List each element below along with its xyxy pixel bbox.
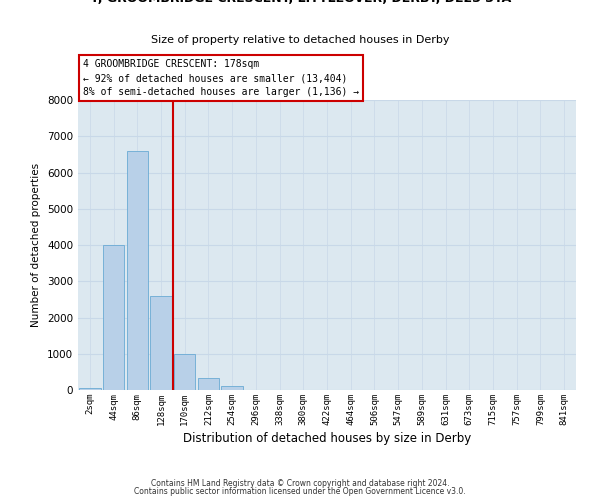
X-axis label: Distribution of detached houses by size in Derby: Distribution of detached houses by size … [183,432,471,445]
Text: Contains public sector information licensed under the Open Government Licence v3: Contains public sector information licen… [134,487,466,496]
Text: 4 GROOMBRIDGE CRESCENT: 178sqm
← 92% of detached houses are smaller (13,404)
8% : 4 GROOMBRIDGE CRESCENT: 178sqm ← 92% of … [83,59,359,97]
Text: Size of property relative to detached houses in Derby: Size of property relative to detached ho… [151,35,449,45]
Bar [151,296,172,390]
Bar [174,354,196,390]
Text: Contains HM Land Registry data © Crown copyright and database right 2024.: Contains HM Land Registry data © Crown c… [151,478,449,488]
Text: 4, GROOMBRIDGE CRESCENT, LITTLEOVER, DERBY, DE23 3YA: 4, GROOMBRIDGE CRESCENT, LITTLEOVER, DER… [89,0,511,5]
Bar [221,386,243,390]
Bar [127,151,148,390]
Bar [103,245,124,390]
Bar [198,378,219,390]
Y-axis label: Number of detached properties: Number of detached properties [31,163,41,327]
Bar [79,388,101,390]
